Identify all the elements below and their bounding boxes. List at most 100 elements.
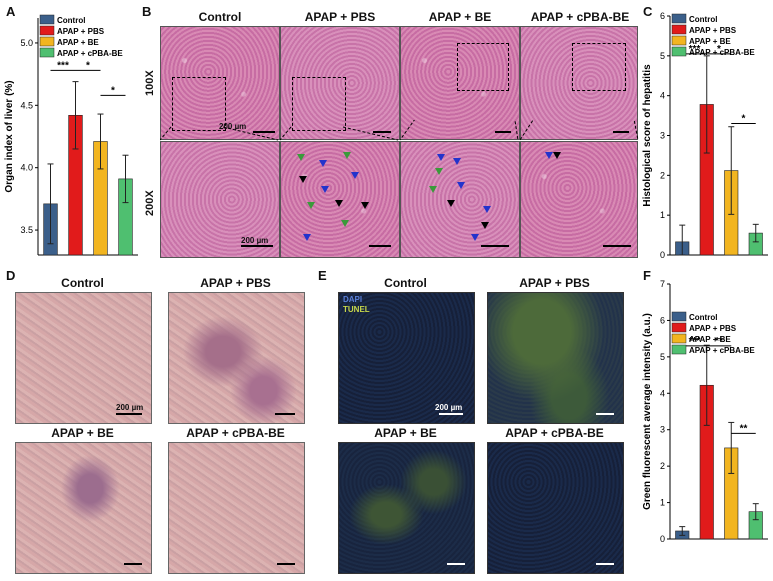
arrow-marker	[299, 176, 307, 183]
arrow-marker	[297, 154, 305, 161]
y-tick-label: 3	[660, 425, 665, 435]
he-control-100x: 200 µm	[160, 26, 280, 140]
legend-label: APAP + cPBA-BE	[57, 49, 123, 58]
arrow-marker	[335, 200, 343, 207]
d-title-pbs: APAP + PBS	[200, 276, 271, 290]
significance-label: *	[717, 44, 721, 55]
arrow-marker	[321, 186, 329, 193]
arrow-marker	[553, 152, 561, 159]
he-be-100x	[400, 26, 520, 140]
y-tick-label: 4.5	[20, 100, 33, 110]
legend-label: APAP + cPBA-BE	[689, 48, 755, 57]
scale-bar	[275, 413, 295, 415]
arrow-marker	[481, 222, 489, 229]
arrow-marker	[341, 220, 349, 227]
d-title-control: Control	[61, 276, 104, 290]
y-tick-label: 5.0	[20, 38, 33, 48]
tri-pbs	[168, 292, 305, 424]
significance-label: ***	[689, 336, 701, 347]
legend-swatch	[671, 322, 687, 333]
legend-swatch	[39, 47, 55, 58]
e-title-control: Control	[384, 276, 427, 290]
scale-bar	[596, 563, 614, 565]
arrow-marker	[453, 158, 461, 165]
scale-bar	[373, 131, 391, 133]
significance-label: **	[740, 423, 748, 434]
legend-swatch	[671, 333, 687, 344]
y-tick-label: 0	[660, 534, 665, 544]
zoom-box	[572, 43, 626, 91]
legend-label: APAP + PBS	[57, 27, 105, 36]
tri-cpba	[168, 442, 305, 574]
scale-bar	[241, 245, 273, 247]
tri-control: 200 µm	[15, 292, 152, 424]
arrow-marker	[437, 154, 445, 161]
e-title-cpba: APAP + cPBA-BE	[505, 426, 604, 440]
significance-label: *	[742, 114, 746, 125]
tunel-be	[338, 442, 475, 574]
channel-tunel-label: TUNEL	[343, 305, 370, 314]
b-title-be: APAP + BE	[428, 10, 492, 24]
panel-label-a: A	[6, 4, 16, 19]
legend-swatch	[39, 14, 55, 25]
legend-label: APAP + BE	[689, 335, 731, 344]
y-axis-label: Organ index of liver (%)	[4, 80, 15, 192]
significance-label: *	[111, 85, 115, 96]
scale-bar	[439, 413, 463, 415]
legend-label: Control	[689, 313, 717, 322]
scale-bar	[124, 563, 142, 565]
y-tick-label: 1	[660, 498, 665, 508]
arrow-marker	[343, 152, 351, 159]
scale-bar	[277, 563, 295, 565]
significance-label: ***	[57, 60, 69, 71]
y-tick-label: 4	[660, 91, 665, 101]
y-axis-label: Histological score of hepatitis	[642, 64, 653, 207]
arrow-marker	[483, 206, 491, 213]
he-control-200x: 200 µm	[160, 141, 280, 258]
legend-swatch	[39, 25, 55, 36]
legend-swatch	[671, 24, 687, 35]
scale-bar	[603, 245, 631, 247]
y-tick-label: 4	[660, 388, 665, 398]
y-tick-label: 3.5	[20, 225, 33, 235]
e-title-be: APAP + BE	[374, 426, 437, 440]
legend-label: APAP + PBS	[689, 26, 737, 35]
legend-swatch	[671, 311, 687, 322]
tunel-pbs	[487, 292, 624, 424]
arrow-marker	[351, 172, 359, 179]
b-title-pbs: APAP + PBS	[304, 10, 376, 24]
legend-label: APAP + PBS	[689, 324, 737, 333]
panel-label-c: C	[643, 4, 653, 19]
scale-bar	[481, 245, 509, 247]
arrow-marker	[429, 186, 437, 193]
legend-swatch	[671, 344, 687, 355]
legend-swatch	[671, 35, 687, 46]
panel-label-b: B	[142, 4, 152, 19]
chart-f: 0 1 2 3 4 5 6 7 Green fluorescent average intens…	[642, 279, 768, 544]
scale-bar	[253, 131, 275, 133]
d-title-cpba: APAP + cPBA-BE	[186, 426, 285, 440]
b-title-control: Control	[198, 10, 242, 24]
tunel-control: DAPI TUNEL 200 µm	[338, 292, 475, 424]
y-tick-label: 6	[660, 11, 665, 21]
scale-label: 200 µm	[116, 403, 144, 412]
arrow-marker	[545, 152, 553, 159]
significance-label: *	[86, 60, 90, 71]
arrow-marker	[319, 160, 327, 167]
y-tick-label: 3	[660, 131, 665, 141]
y-tick-label: 1	[660, 210, 665, 220]
significance-label: ***	[689, 44, 701, 55]
scale-bar	[447, 563, 465, 565]
y-tick-label: 4.0	[20, 163, 33, 173]
zoom-box	[172, 77, 226, 131]
b-title-cpba: APAP + cPBA-BE	[530, 10, 630, 24]
zoom-box	[292, 77, 346, 131]
he-be-200x	[400, 141, 520, 258]
y-tick-label: 0	[660, 250, 665, 260]
arrow-marker	[447, 200, 455, 207]
legend-swatch	[671, 13, 687, 24]
row-label-200x: 200X	[144, 190, 156, 216]
tunel-cpba	[487, 442, 624, 574]
he-pbs-100x	[280, 26, 400, 140]
